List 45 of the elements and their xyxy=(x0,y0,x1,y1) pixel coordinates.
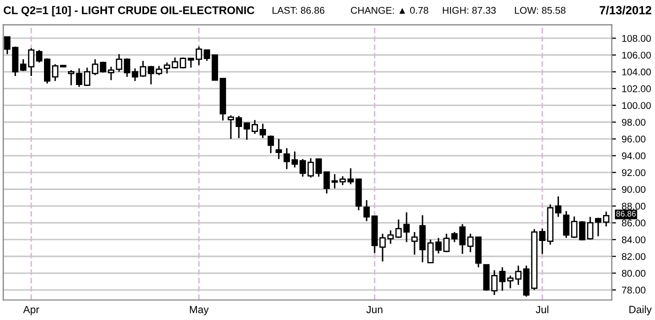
y-tick-label: 78.00 xyxy=(622,286,646,294)
candlestick xyxy=(180,56,186,70)
candlestick xyxy=(268,134,274,154)
candlestick xyxy=(403,212,410,243)
y-tick-label: 86.00 xyxy=(622,220,646,226)
y-tick-label: 98.00 xyxy=(622,118,646,126)
y-tick-label: 102.00 xyxy=(622,85,651,92)
candlestick xyxy=(419,214,426,263)
candlestick xyxy=(164,62,170,74)
candlestick xyxy=(443,233,450,253)
text: LOW: 85.58 xyxy=(514,6,566,14)
y-tick-label: 108.00 xyxy=(622,34,651,42)
y-tick-label: 100.00 xyxy=(622,102,651,109)
x-tick-label: Jul xyxy=(536,306,548,314)
y-tick-label: 88.00 xyxy=(622,202,646,210)
x-tick-label: Apr xyxy=(23,306,40,316)
candlestick xyxy=(140,60,146,78)
y-tick-label: 106.00 xyxy=(622,52,651,59)
y-tick-label: 80.00 xyxy=(622,270,646,277)
y-tick-label: 90.00 xyxy=(622,186,646,193)
x-tick-label: May xyxy=(190,306,209,316)
y-tick-label: 104.00 xyxy=(622,68,651,76)
candlestick xyxy=(172,56,178,70)
x-tick-label: Jun xyxy=(366,306,382,314)
y-tick-label: 92.00 xyxy=(622,169,646,176)
y-tick-label: 84.00 xyxy=(622,236,646,244)
chart-title: CL Q2=1 [10] - LIGHT CRUDE OIL-ELECTRONIC xyxy=(4,6,254,16)
y-tick-label: 94.00 xyxy=(622,152,646,160)
candlestick xyxy=(276,138,282,160)
candlestick xyxy=(451,231,458,243)
candlestick xyxy=(427,238,434,264)
text: LAST: 86.86 xyxy=(272,6,324,14)
candlestick xyxy=(148,65,154,86)
candlestick xyxy=(132,68,138,82)
text: HIGH: 87.33 xyxy=(442,6,496,14)
candlestick xyxy=(124,58,130,78)
candlestick xyxy=(156,65,162,76)
candlestick xyxy=(411,231,418,256)
y-tick-label: 82.00 xyxy=(622,253,646,260)
text: 86.86 xyxy=(616,210,636,217)
y-tick-label: 96.00 xyxy=(622,136,646,143)
text: CHANGE: ▲ 0.78 xyxy=(350,6,428,14)
candlestick xyxy=(435,237,442,254)
text: 7/13/2012 xyxy=(600,6,652,14)
text: Daily xyxy=(629,306,652,316)
